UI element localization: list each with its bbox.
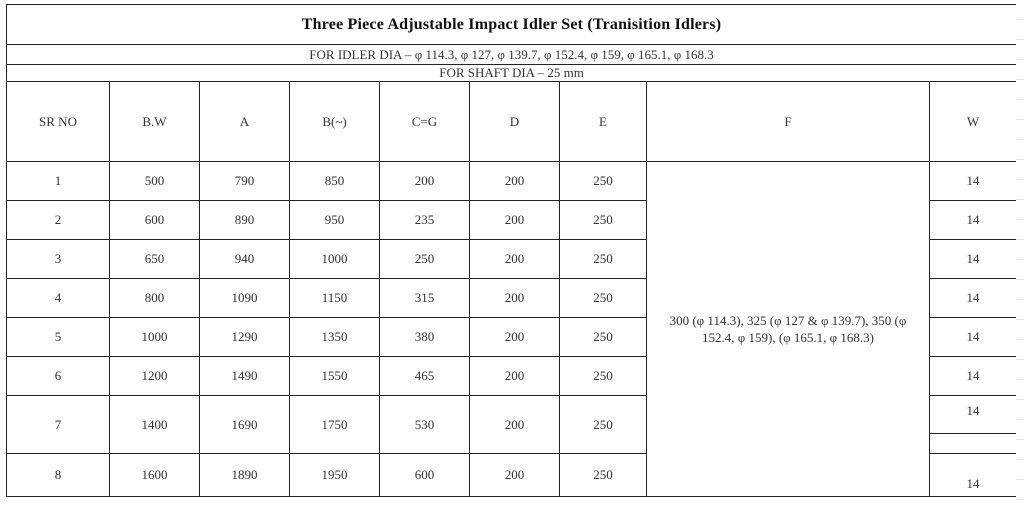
cell-sr-no: 2	[6, 200, 110, 240]
table-row: 3 650 940 1000 250 200 250 14	[6, 239, 1018, 279]
cell-sr-no: 3	[6, 239, 110, 279]
header-d: D	[469, 81, 560, 162]
cell-sr-no: 7	[6, 395, 110, 454]
cell-e: 250	[559, 239, 647, 279]
header-bw: B.W	[109, 81, 200, 162]
cell-w: 14	[928, 278, 1018, 318]
cell-w-blank	[931, 434, 1016, 453]
cell-d: 200	[469, 161, 560, 201]
cell-d: 200	[469, 453, 560, 497]
cell-bw: 1600	[109, 453, 200, 497]
cell-b: 1750	[289, 395, 380, 454]
cell-sr-no: 5	[6, 317, 110, 357]
cell-a: 890	[199, 200, 290, 240]
header-e: E	[559, 81, 647, 162]
cell-bw: 600	[109, 200, 200, 240]
cell-bw: 1200	[109, 356, 200, 396]
cell-sr-no: 1	[6, 161, 110, 201]
shaft-dia-note: FOR SHAFT DIA – 25 mm	[5, 64, 1018, 82]
idler-spec-table: Three Piece Adjustable Impact Idler Set …	[5, 4, 1018, 497]
header-w: W	[928, 81, 1018, 162]
cell-c-g: 235	[379, 200, 470, 240]
cell-d: 200	[469, 356, 560, 396]
idler-dia-note: FOR IDLER DIA – φ 114.3, φ 127, φ 139.7,…	[5, 44, 1018, 65]
cell-w: 14	[928, 317, 1018, 357]
cell-c-g: 530	[379, 395, 470, 454]
cell-c-g: 380	[379, 317, 470, 357]
header-row: SR NO B.W A B(~) C=G D E F W	[6, 81, 1018, 162]
cell-w: 14	[930, 397, 1016, 434]
cell-c-g: 600	[379, 453, 470, 497]
table-row: 8 1600 1890 1950 600 200 250 14	[6, 453, 1018, 497]
cell-c-g: 250	[379, 239, 470, 279]
cell-bw: 1400	[109, 395, 200, 454]
cell-e: 250	[559, 278, 647, 318]
cell-d: 200	[469, 278, 560, 318]
table-row: 2 600 890 950 235 200 250 14	[6, 200, 1018, 240]
table-row: 1 500 790 850 200 200 250 300 (φ 114.3),…	[6, 161, 1018, 497]
cell-a: 1690	[199, 395, 290, 454]
cell-d: 200	[469, 317, 560, 357]
cell-b: 1950	[289, 453, 380, 497]
header-f: F	[646, 81, 930, 162]
cell-b: 1550	[289, 356, 380, 396]
cell-d: 200	[469, 239, 560, 279]
cell-f-merged: 300 (φ 114.3), 325 (φ 127 & φ 139.7), 35…	[646, 161, 930, 497]
cell-a: 940	[199, 239, 290, 279]
header-b: B(~)	[289, 81, 380, 162]
cell-b: 950	[289, 200, 380, 240]
cell-sr-no: 4	[6, 278, 110, 318]
table-row: 7 1400 1690 1750 530 200 250 14	[6, 395, 1018, 454]
cell-d: 200	[469, 395, 560, 454]
cell-b: 850	[289, 161, 380, 201]
cell-e: 250	[559, 161, 647, 201]
cell-bw: 800	[109, 278, 200, 318]
cell-e: 250	[559, 200, 647, 240]
cell-w-split: 14	[928, 395, 1018, 454]
cell-e: 250	[559, 453, 647, 497]
cell-e: 250	[559, 395, 647, 454]
cell-d: 200	[469, 200, 560, 240]
cell-e: 250	[559, 356, 647, 396]
cell-a: 1490	[199, 356, 290, 396]
cell-bw: 500	[109, 161, 200, 201]
cell-a: 1090	[199, 278, 290, 318]
cell-a: 790	[199, 161, 290, 201]
cell-a: 1890	[199, 453, 290, 497]
cell-a: 1290	[199, 317, 290, 357]
cell-w: 14	[928, 356, 1018, 396]
table-title: Three Piece Adjustable Impact Idler Set …	[5, 4, 1018, 45]
cell-w: 14	[928, 239, 1018, 279]
header-a: A	[199, 81, 290, 162]
cell-b: 1000	[289, 239, 380, 279]
table-row: 4 800 1090 1150 315 200 250 14	[6, 278, 1018, 318]
cell-e: 250	[559, 317, 647, 357]
cell-b: 1350	[289, 317, 380, 357]
cell-c-g: 465	[379, 356, 470, 396]
cell-c-g: 315	[379, 278, 470, 318]
cell-c-g: 200	[379, 161, 470, 201]
cell-w: 14	[928, 200, 1018, 240]
cell-bw: 1000	[109, 317, 200, 357]
cell-bw: 650	[109, 239, 200, 279]
table-row: 6 1200 1490 1550 465 200 250 14	[6, 356, 1018, 396]
header-c-g: C=G	[379, 81, 470, 162]
cell-b: 1150	[289, 278, 380, 318]
cell-w: 14	[928, 453, 1018, 497]
cell-w: 14	[928, 161, 1018, 201]
cell-sr-no: 6	[6, 356, 110, 396]
cell-sr-no: 8	[6, 453, 110, 497]
header-sr-no: SR NO	[6, 81, 110, 162]
